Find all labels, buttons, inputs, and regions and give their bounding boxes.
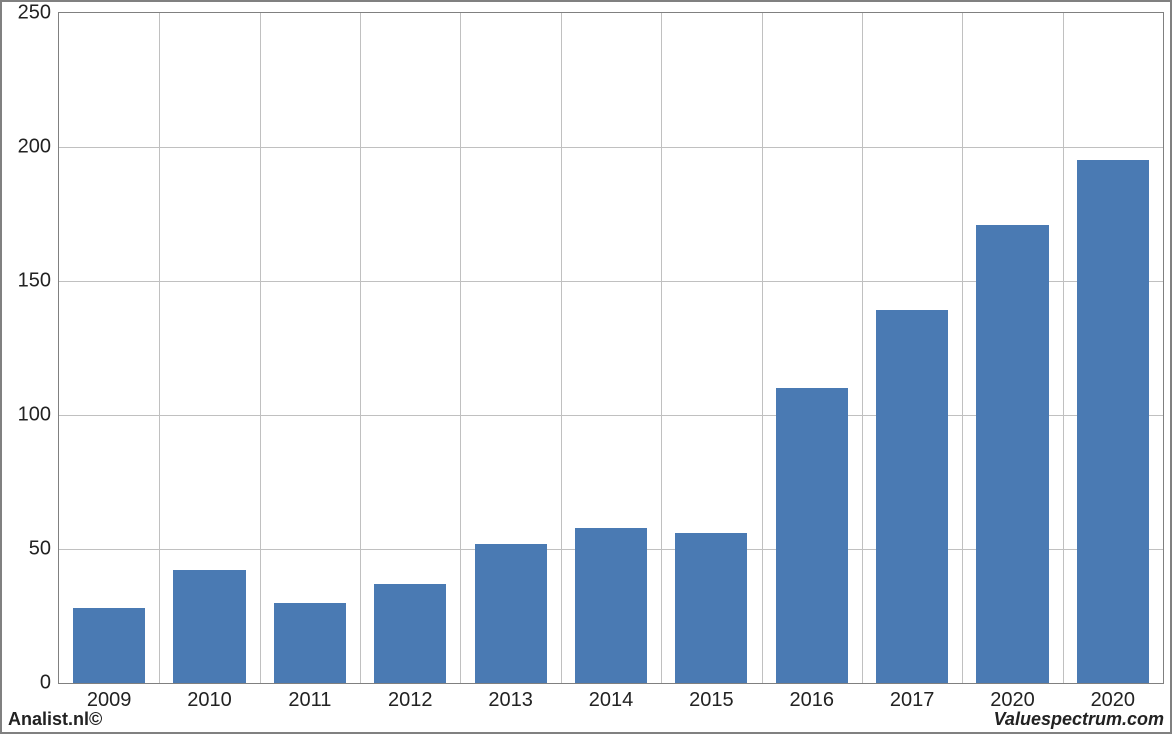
plot-area: 0501001502002502009201020112012201320142… (58, 12, 1164, 684)
y-tick-label: 200 (18, 136, 59, 159)
y-tick-label: 50 (29, 538, 59, 561)
footer-right-label: Valuespectrum.com (994, 709, 1164, 730)
bar (374, 584, 446, 683)
y-tick-label: 250 (18, 2, 59, 25)
bar (1077, 160, 1149, 683)
y-tick-label: 0 (40, 672, 59, 695)
bar (675, 533, 747, 683)
bar (173, 570, 245, 683)
gridline-vertical (862, 13, 863, 683)
x-tick-label: 2016 (789, 683, 834, 712)
x-tick-label: 2020 (990, 683, 1035, 712)
chart-frame: 0 50 100 150 200 250 2009 2010 2011 2012 2013 2014 2… (0, 0, 1172, 734)
bar (876, 310, 948, 683)
bar (976, 225, 1048, 683)
bar (475, 544, 547, 683)
gridline-vertical (661, 13, 662, 683)
x-tick-label: 2010 (187, 683, 232, 712)
x-tick-label: 2012 (388, 683, 433, 712)
gridline-vertical (762, 13, 763, 683)
x-tick-label: 2014 (589, 683, 634, 712)
gridline-vertical (460, 13, 461, 683)
x-tick-label: 2015 (689, 683, 734, 712)
gridline-horizontal (59, 147, 1163, 148)
footer-left-label: Analist.nl© (8, 709, 102, 730)
bar (274, 603, 346, 683)
bar (575, 528, 647, 683)
gridline-vertical (260, 13, 261, 683)
x-tick-label: 2017 (890, 683, 935, 712)
x-tick-label: 2011 (288, 683, 331, 712)
y-tick-label: 150 (18, 270, 59, 293)
gridline-vertical (360, 13, 361, 683)
y-tick-label: 100 (18, 404, 59, 427)
bar (73, 608, 145, 683)
gridline-vertical (159, 13, 160, 683)
x-tick-label: 2013 (488, 683, 533, 712)
bar (776, 388, 848, 683)
x-tick-label: 2020 (1091, 683, 1136, 712)
gridline-vertical (1063, 13, 1064, 683)
x-tick-label: 2009 (87, 683, 132, 712)
gridline-vertical (561, 13, 562, 683)
gridline-vertical (962, 13, 963, 683)
